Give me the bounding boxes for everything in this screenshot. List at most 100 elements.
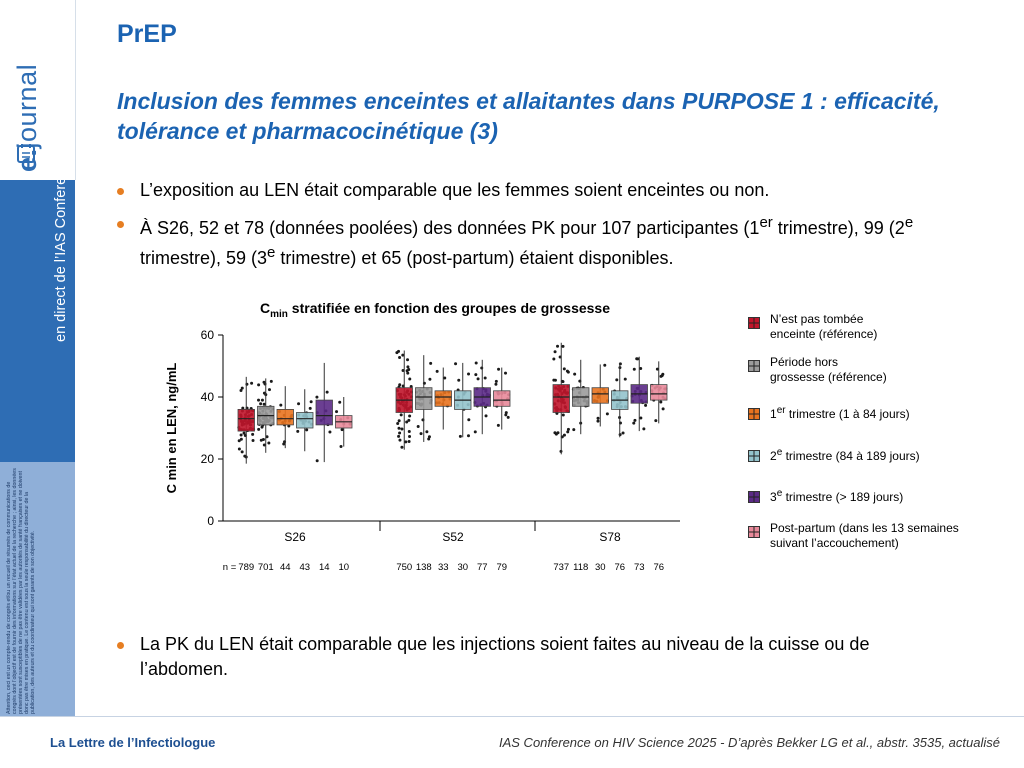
data-point xyxy=(562,433,566,437)
sidebar-brand-panel xyxy=(0,0,76,180)
data-point xyxy=(476,377,480,381)
data-point xyxy=(467,372,471,376)
data-point xyxy=(554,432,558,436)
box-mark xyxy=(276,409,294,426)
bullet-pk-data: À S26, 52 et 78 (données poolées) des do… xyxy=(117,211,957,270)
x-tick-label: S52 xyxy=(442,530,464,544)
data-point xyxy=(240,386,244,390)
data-point xyxy=(282,442,286,446)
box-mark xyxy=(315,399,333,426)
brand-logo: e.journal xyxy=(12,63,42,172)
x-tick-label: S26 xyxy=(284,530,306,544)
n-count-label: 750 xyxy=(396,562,412,573)
data-point xyxy=(398,438,402,442)
data-point xyxy=(267,441,271,445)
box-mark xyxy=(552,384,570,413)
data-point xyxy=(406,358,410,362)
n-count-label: 79 xyxy=(496,562,507,573)
y-tick-label: 40 xyxy=(201,390,215,404)
legend-swatch-icon xyxy=(748,526,760,538)
data-point xyxy=(654,419,658,423)
data-point xyxy=(251,432,255,436)
n-count-label: 789 xyxy=(238,562,254,573)
data-point xyxy=(408,377,412,381)
data-point xyxy=(474,361,478,365)
data-point xyxy=(506,415,510,419)
legend-swatch-icon xyxy=(748,360,760,372)
data-point xyxy=(427,435,431,439)
data-point xyxy=(325,390,329,394)
data-point xyxy=(400,445,404,449)
data-point xyxy=(250,381,254,385)
data-point xyxy=(632,367,636,371)
sidebar-disclaimer-panel xyxy=(0,462,75,716)
data-point xyxy=(561,413,565,417)
bullet-injection-site: La PK du LEN était comparable que les in… xyxy=(117,632,957,681)
y-tick-label: 0 xyxy=(207,514,214,528)
data-point xyxy=(261,438,265,442)
data-point xyxy=(398,356,402,360)
data-point xyxy=(553,350,557,354)
data-point xyxy=(504,371,508,375)
data-point xyxy=(239,433,243,437)
data-point xyxy=(262,391,266,395)
data-point xyxy=(480,366,484,370)
data-point xyxy=(405,420,409,424)
data-point xyxy=(561,344,565,348)
page-title: PrEP xyxy=(117,20,177,48)
data-point xyxy=(504,411,508,415)
data-point xyxy=(661,407,665,411)
box-mark xyxy=(591,387,609,404)
data-point xyxy=(408,434,412,438)
data-point xyxy=(615,378,619,382)
y-tick-label: 60 xyxy=(201,328,215,342)
data-point xyxy=(398,383,402,387)
legend-swatch-icon xyxy=(748,491,760,503)
data-point xyxy=(467,418,471,422)
n-count-label: 138 xyxy=(416,562,432,573)
box-mark xyxy=(415,387,433,410)
data-point xyxy=(457,378,461,382)
data-point xyxy=(636,357,640,361)
n-count-label: 701 xyxy=(258,562,274,573)
data-point xyxy=(397,426,401,430)
data-point xyxy=(257,383,261,387)
box-mark xyxy=(296,412,314,429)
data-point xyxy=(659,400,663,404)
data-point xyxy=(405,369,409,373)
data-point xyxy=(315,395,319,399)
n-count-label: 76 xyxy=(614,562,625,573)
data-point xyxy=(335,410,339,414)
data-point xyxy=(257,398,261,402)
data-point xyxy=(573,372,577,376)
data-point xyxy=(315,459,319,463)
chart-title: Cmin stratifiée en fonction des groupes … xyxy=(260,300,610,320)
n-count-label: 77 xyxy=(477,562,488,573)
data-point xyxy=(496,423,500,427)
data-point xyxy=(241,406,245,410)
data-point xyxy=(621,431,625,435)
data-point xyxy=(603,363,607,367)
data-point xyxy=(257,427,261,431)
data-point xyxy=(398,431,402,435)
sidebar-live-panel xyxy=(0,180,75,462)
data-point xyxy=(406,371,410,375)
data-point xyxy=(395,351,399,355)
data-point xyxy=(443,376,447,380)
box-mark xyxy=(493,390,511,407)
data-point xyxy=(435,369,439,373)
legend-swatch-icon xyxy=(748,317,760,329)
data-point xyxy=(240,450,244,454)
data-point xyxy=(633,418,637,422)
n-count-label: 118 xyxy=(573,562,588,573)
data-point xyxy=(572,428,576,432)
data-point xyxy=(338,400,342,404)
legend-swatch-icon xyxy=(748,450,760,462)
n-count-label: 73 xyxy=(634,562,645,573)
data-point xyxy=(552,357,556,361)
data-point xyxy=(397,419,401,423)
data-point xyxy=(400,427,404,431)
data-point xyxy=(259,402,263,406)
data-point xyxy=(639,366,643,370)
data-point xyxy=(639,416,643,420)
